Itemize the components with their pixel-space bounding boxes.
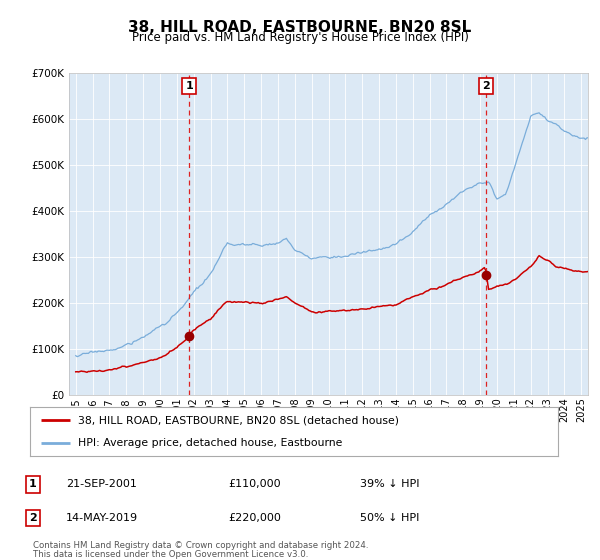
Text: 1: 1 [185,81,193,91]
Text: 2: 2 [482,81,490,91]
Text: Contains HM Land Registry data © Crown copyright and database right 2024.: Contains HM Land Registry data © Crown c… [33,541,368,550]
Text: 21-SEP-2001: 21-SEP-2001 [66,479,137,489]
Text: 38, HILL ROAD, EASTBOURNE, BN20 8SL: 38, HILL ROAD, EASTBOURNE, BN20 8SL [128,20,472,35]
Text: 50% ↓ HPI: 50% ↓ HPI [360,513,419,523]
Text: 1: 1 [29,479,37,489]
Text: 14-MAY-2019: 14-MAY-2019 [66,513,138,523]
Text: 38, HILL ROAD, EASTBOURNE, BN20 8SL (detached house): 38, HILL ROAD, EASTBOURNE, BN20 8SL (det… [77,416,398,426]
Text: 2: 2 [29,513,37,523]
Text: Price paid vs. HM Land Registry's House Price Index (HPI): Price paid vs. HM Land Registry's House … [131,31,469,44]
Text: £220,000: £220,000 [228,513,281,523]
Text: HPI: Average price, detached house, Eastbourne: HPI: Average price, detached house, East… [77,438,342,448]
Text: This data is licensed under the Open Government Licence v3.0.: This data is licensed under the Open Gov… [33,550,308,559]
Text: 39% ↓ HPI: 39% ↓ HPI [360,479,419,489]
Text: £110,000: £110,000 [228,479,281,489]
